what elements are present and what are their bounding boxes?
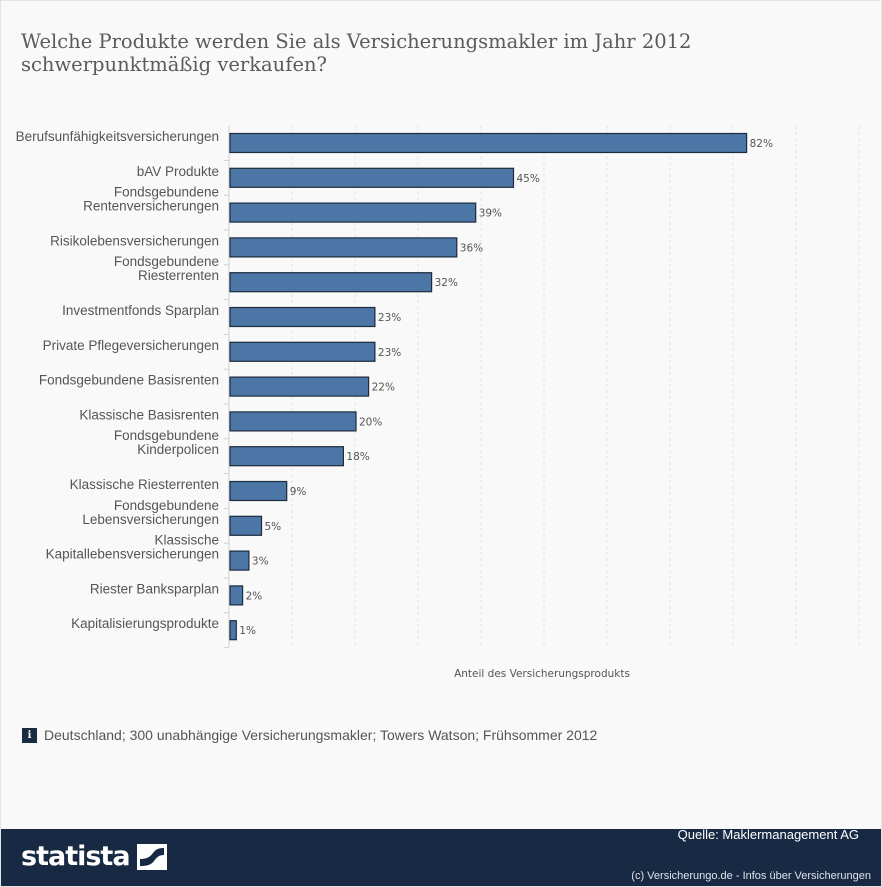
category-label: Rentenversicherungen <box>83 199 219 214</box>
category-label: Klassische Basisrenten <box>79 407 219 422</box>
category-label: Berufsunfähigkeitsversicherungen <box>16 129 219 144</box>
category-label: bAV Produkte <box>137 164 219 179</box>
x-axis-title: Anteil des Versicherungsprodukts <box>454 668 630 680</box>
category-label: Riesterrenten <box>138 268 219 283</box>
bar <box>229 306 376 328</box>
data-label: 22% <box>372 382 395 394</box>
bar <box>229 341 376 362</box>
category-label: Riester Banksparplan <box>90 581 219 596</box>
source-text: Quelle: Maklermanagement AG <box>677 827 859 842</box>
bar <box>229 411 357 432</box>
category-label: Klassische Riesterrenten <box>70 477 219 492</box>
bar <box>229 550 250 571</box>
chart-title: Welche Produkte werden Sie als Versicher… <box>21 30 692 76</box>
category-label: Klassische <box>154 533 219 548</box>
data-label: 3% <box>252 556 269 568</box>
category-label: Fondsgebundene Basisrenten <box>39 373 219 388</box>
bar <box>229 480 288 502</box>
data-label: 9% <box>290 486 307 498</box>
bar <box>229 132 748 154</box>
info-icon[interactable]: i <box>22 727 37 743</box>
copyright-link[interactable]: (c) Versicherungo.de - Infos über Versic… <box>631 870 871 882</box>
category-label: Investmentfonds Sparplan <box>62 303 219 318</box>
category-label: Fondsgebundene <box>114 254 219 269</box>
category-label: Fondsgebundene <box>114 498 219 513</box>
category-label: Risikolebensversicherungen <box>50 233 219 248</box>
data-label: 18% <box>346 451 369 463</box>
data-label: 32% <box>435 277 458 289</box>
category-label: Fondsgebundene <box>114 185 219 200</box>
info-text: Deutschland; 300 unabhängige Versicherun… <box>44 727 598 743</box>
category-label: Kapitalisierungsprodukte <box>71 616 219 631</box>
data-label: 23% <box>378 347 401 359</box>
info-note: i Deutschland; 300 unabhängige Versicher… <box>22 727 597 743</box>
statista-logo-icon <box>136 843 167 870</box>
data-label: 5% <box>265 521 282 533</box>
category-label: Private Pflegeversicherungen <box>43 338 219 353</box>
bar <box>229 515 263 536</box>
logo-text: statista <box>21 841 131 872</box>
data-label: 2% <box>246 590 263 602</box>
category-label: Kapitallebensversicherungen <box>46 547 219 562</box>
data-label: 45% <box>517 173 540 185</box>
data-label: 20% <box>359 416 382 428</box>
category-label: Kinderpolicen <box>137 442 219 457</box>
category-label: Lebensversicherungen <box>82 512 219 527</box>
bar <box>229 446 345 467</box>
statista-logo[interactable]: statista <box>21 841 167 872</box>
category-label: Fondsgebundene <box>114 428 219 443</box>
bar <box>229 237 458 258</box>
footer-bar: statista Quelle: Maklermanagement AG (c)… <box>1 827 881 886</box>
data-label: 1% <box>239 625 256 637</box>
data-label: 39% <box>479 208 502 220</box>
data-label: 36% <box>460 242 483 254</box>
bar <box>229 585 244 606</box>
bar <box>229 376 370 397</box>
bar <box>229 620 237 641</box>
bar <box>229 272 433 293</box>
data-label: 82% <box>750 138 773 150</box>
bar <box>229 202 477 223</box>
bar-chart: 82% Berufsunfähigkeitsversicherungen 45% bA… <box>16 126 860 680</box>
data-label: 23% <box>378 312 401 324</box>
bar <box>229 167 515 188</box>
